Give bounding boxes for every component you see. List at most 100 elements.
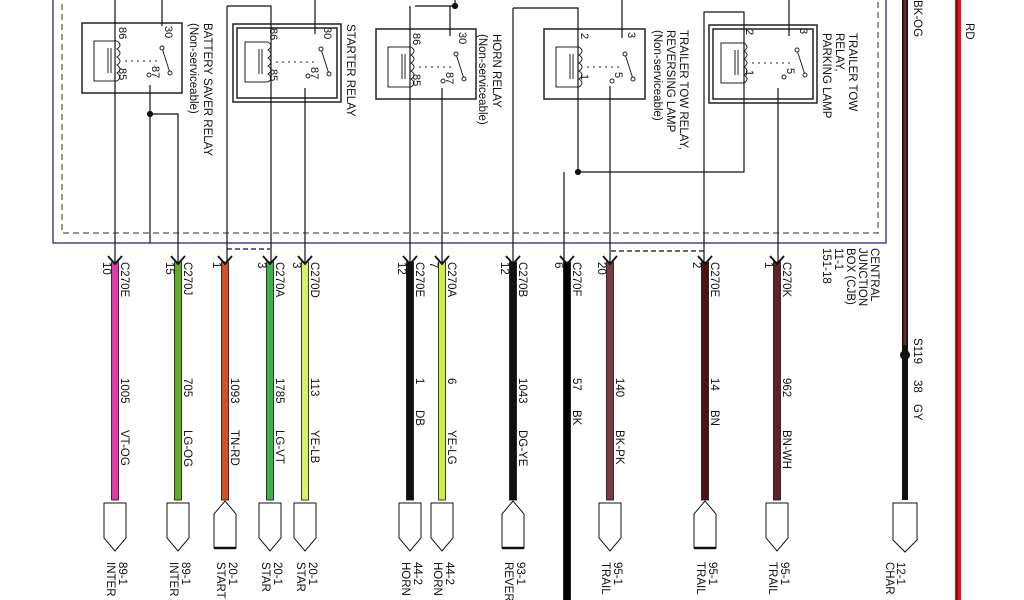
pin-number: 15 (163, 262, 175, 275)
gy-circuit-number: 38 (911, 380, 923, 393)
relay-pin-number: 85 (410, 74, 422, 86)
destination-label: TRAIL (766, 562, 778, 595)
wire-segment (174, 261, 182, 501)
coil-resistor-icon (555, 46, 579, 88)
connector-pin-arrow-icon (107, 255, 123, 266)
switch-contact-icon (624, 53, 634, 80)
relay-symbol: 86 85 30 87 (81, 22, 183, 94)
destination-label: REVER (502, 562, 514, 600)
wire-segment (406, 261, 414, 501)
relay-pin-number: 1 (578, 74, 590, 80)
coil-icon (578, 46, 583, 88)
wire-color-code: LG-VT (273, 430, 285, 464)
switch-contact-icon (455, 53, 465, 80)
parking-relay-title-line: TRAILER TOW (846, 33, 858, 111)
connector-id: C270B (516, 262, 528, 297)
coil-icon (116, 40, 121, 82)
connector-pin-arrow-icon (602, 255, 618, 266)
destination-label: TRAIL (599, 562, 611, 595)
relay-pin-number: 2 (743, 29, 755, 35)
jb-label-line: JUNCTION (856, 248, 868, 306)
relay-pin-number: 30 (321, 27, 333, 39)
pin-number: 2 (690, 262, 702, 268)
jb-label-line: 11-1 (832, 248, 844, 270)
destination-label: INTER (104, 562, 116, 597)
circuit-number: 140 (613, 378, 625, 397)
destination-label: 89-1 (116, 562, 128, 585)
battery-saver-relay-title: BATTERY SAVER RELAY (201, 23, 213, 156)
coil-icon (410, 46, 415, 88)
destination-label: STAR (259, 562, 271, 592)
connector-pin-arrow-icon (559, 255, 575, 266)
horn-relay-subtitle: (Non-serviceable) (476, 34, 488, 125)
pin-number: 3 (255, 262, 267, 268)
connector-id: C270J (181, 262, 193, 295)
wire-color-code: YE-LG (445, 430, 457, 465)
destination-label: 93-1 (514, 562, 526, 585)
destination-label: 95-1 (778, 562, 790, 585)
circuit-number: 1 (413, 378, 425, 384)
wire-segment (606, 261, 614, 501)
relay-pin-number: 85 (267, 69, 279, 81)
pin-number: 12 (395, 262, 407, 275)
coil-resistor-icon (720, 42, 744, 84)
connector-down-icon (598, 502, 622, 552)
relay-symbol: 2 1 3 5 (543, 28, 646, 100)
destination-label: 20-1 (306, 562, 318, 585)
relay-pin-number: 1 (743, 70, 755, 76)
circuit-number: 113 (308, 378, 320, 396)
horn-relay-title: HORN RELAY (490, 34, 502, 108)
connector-pin-arrow-icon (505, 255, 521, 266)
relay-symbol: 86 85 30 87 (232, 23, 342, 103)
destination-label: HORN (431, 562, 443, 596)
wire-color-code: BN (708, 410, 720, 426)
switch-contact-icon (796, 49, 806, 76)
relay-pin-number: 86 (410, 33, 422, 45)
connector-pin-arrow-icon (170, 255, 186, 266)
pin-number: 6 (552, 262, 564, 268)
destination-label: 44-2 (443, 562, 455, 585)
relay-pin-number: 3 (625, 32, 637, 38)
connector-down-icon (103, 502, 127, 552)
destination-label: STAR (294, 562, 306, 592)
splice-s119 (900, 350, 910, 360)
connector-id: C270E (708, 262, 720, 297)
destination-label: 95-1 (706, 562, 718, 585)
relay-pin-number: 87 (308, 67, 320, 79)
wire-segment (301, 261, 309, 501)
circuit-number: 1005 (118, 378, 130, 404)
jb-label-line: 151-18 (820, 248, 832, 284)
starter-relay-title: STARTER RELAY (344, 24, 356, 117)
wire-segment (266, 261, 274, 501)
relay-pin-number: 86 (267, 28, 279, 40)
circuit-number: 57 (570, 378, 582, 391)
connector-down-icon (398, 502, 422, 552)
destination-label: TRAIL (694, 562, 706, 595)
wire-color-code: BN-WH (780, 430, 792, 469)
wire-segment (701, 261, 709, 501)
wire-color-code: BK (570, 410, 582, 426)
red-wire (955, 0, 961, 600)
wire-color-code: VT-OG (118, 430, 130, 466)
connector-pin-arrow-icon (217, 255, 233, 266)
circuit-number: 6 (445, 378, 457, 384)
destination-label: 44-2 (411, 562, 423, 585)
parking-relay-title-line: RELAY, (833, 33, 845, 72)
connector-id: C270E (118, 262, 130, 297)
wire-color-code: DG-YE (516, 430, 528, 467)
destination-label: HORN (399, 562, 411, 596)
connector-pin-arrow-icon (402, 255, 418, 266)
connector-down-icon (765, 502, 789, 552)
wire-segment (773, 261, 781, 501)
destination-label: START (214, 562, 226, 599)
battery-saver-relay-subtitle: (Non-serviceable) (187, 23, 199, 114)
connector-down-icon (293, 502, 317, 552)
circuit-number: 962 (780, 378, 792, 397)
destination-label: 20-1 (271, 562, 283, 585)
